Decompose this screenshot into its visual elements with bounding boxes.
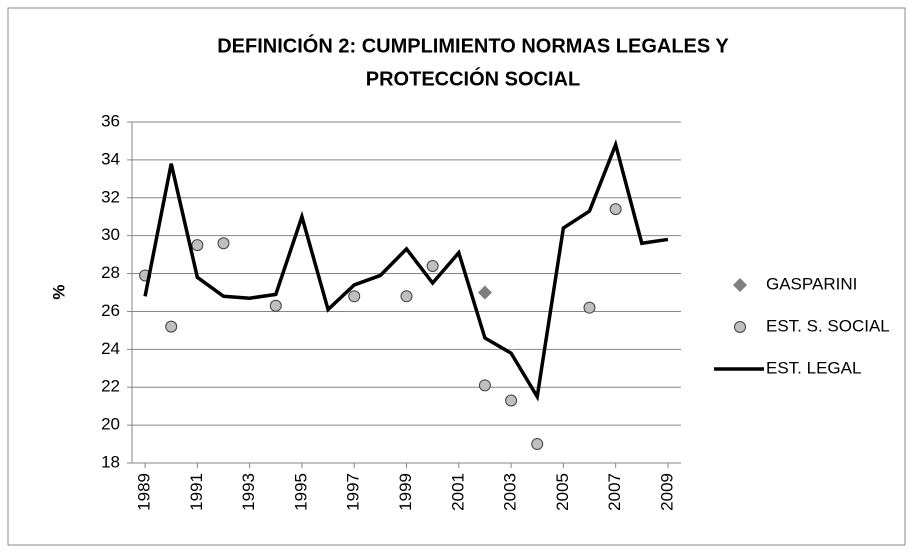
point (477, 285, 492, 300)
y-tick-label: 24 (101, 339, 120, 358)
point (478, 379, 491, 392)
y-tick-label: 34 (101, 149, 120, 168)
x-tick-label: 1993 (239, 473, 258, 511)
y-tick-label: 20 (101, 415, 120, 434)
y-tick-label: 32 (101, 187, 120, 206)
legend-label: GASPARINI (766, 274, 857, 293)
y-tick-label: 18 (101, 452, 120, 471)
chart-title: DEFINICIÓN 2: CUMPLIMIENTO NORMAS LEGALE… (217, 33, 729, 57)
legend-label: EST. S. SOCIAL (766, 316, 890, 335)
x-tick-label: 1997 (344, 473, 363, 511)
x-tick-label: 1999 (396, 473, 415, 511)
point (269, 299, 282, 312)
point (426, 259, 439, 272)
y-axis-label: % (49, 284, 68, 299)
x-tick-label: 2009 (657, 473, 676, 511)
x-tick-label: 1995 (291, 473, 310, 511)
x-tick-label: 1991 (187, 473, 206, 511)
legend-label: EST. LEGAL (766, 358, 861, 377)
point (165, 320, 178, 333)
y-tick-label: 28 (101, 263, 120, 282)
y-tick-label: 26 (101, 301, 120, 320)
y-tick-label: 22 (101, 377, 120, 396)
point (348, 290, 361, 303)
point (609, 203, 622, 216)
chart-title: PROTECCIÓN SOCIAL (366, 66, 580, 90)
point (531, 438, 544, 451)
x-tick-label: 2003 (501, 473, 520, 511)
line (143, 139, 669, 402)
x-tick-label: 2007 (605, 473, 624, 511)
point (191, 239, 204, 252)
point (400, 290, 413, 303)
point (217, 237, 230, 250)
legend-marker (734, 321, 746, 333)
chart-border (7, 7, 906, 546)
y-tick-label: 30 (101, 225, 120, 244)
y-tick-label: 36 (101, 111, 120, 130)
x-tick-label: 2001 (448, 473, 467, 511)
x-tick-label: 1989 (135, 473, 154, 511)
legend-marker (733, 278, 747, 292)
point (505, 394, 518, 407)
point (583, 301, 596, 314)
x-tick-label: 2005 (553, 473, 572, 511)
